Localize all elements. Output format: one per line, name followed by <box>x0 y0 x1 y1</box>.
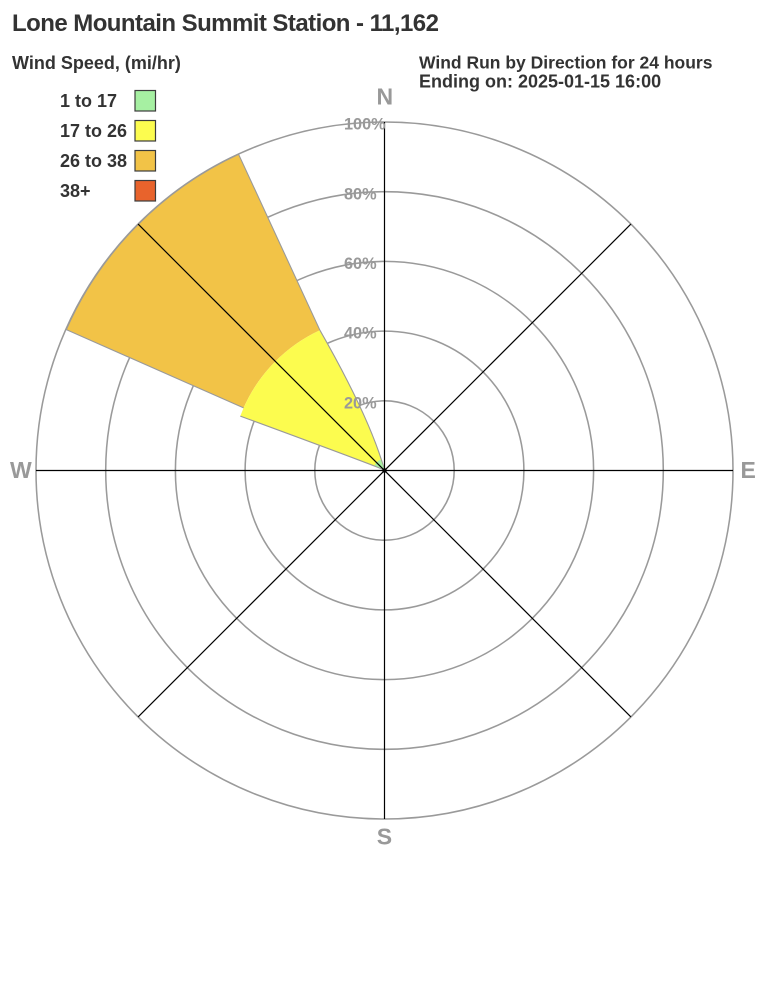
svg-text:26 to 38: 26 to 38 <box>60 151 127 171</box>
svg-text:38+: 38+ <box>60 181 91 201</box>
svg-text:100%: 100% <box>344 115 386 133</box>
svg-text:W: W <box>10 457 32 483</box>
svg-text:N: N <box>377 84 394 110</box>
svg-text:Wind Speed, (mi/hr): Wind Speed, (mi/hr) <box>12 53 181 73</box>
svg-text:20%: 20% <box>344 394 377 412</box>
svg-text:S: S <box>377 824 392 850</box>
svg-text:40%: 40% <box>344 325 377 343</box>
svg-text:Lone Mountain Summit Station -: Lone Mountain Summit Station - 11,162 <box>12 10 439 37</box>
svg-text:1 to 17: 1 to 17 <box>60 91 117 111</box>
svg-text:60%: 60% <box>344 255 377 273</box>
svg-text:17 to 26: 17 to 26 <box>60 121 127 141</box>
svg-text:Ending on: 2025-01-15 16:00: Ending on: 2025-01-15 16:00 <box>419 72 661 92</box>
svg-text:80%: 80% <box>344 186 377 204</box>
svg-text:E: E <box>741 457 756 483</box>
svg-text:Wind Run by Direction for 24 h: Wind Run by Direction for 24 hours <box>419 53 713 73</box>
